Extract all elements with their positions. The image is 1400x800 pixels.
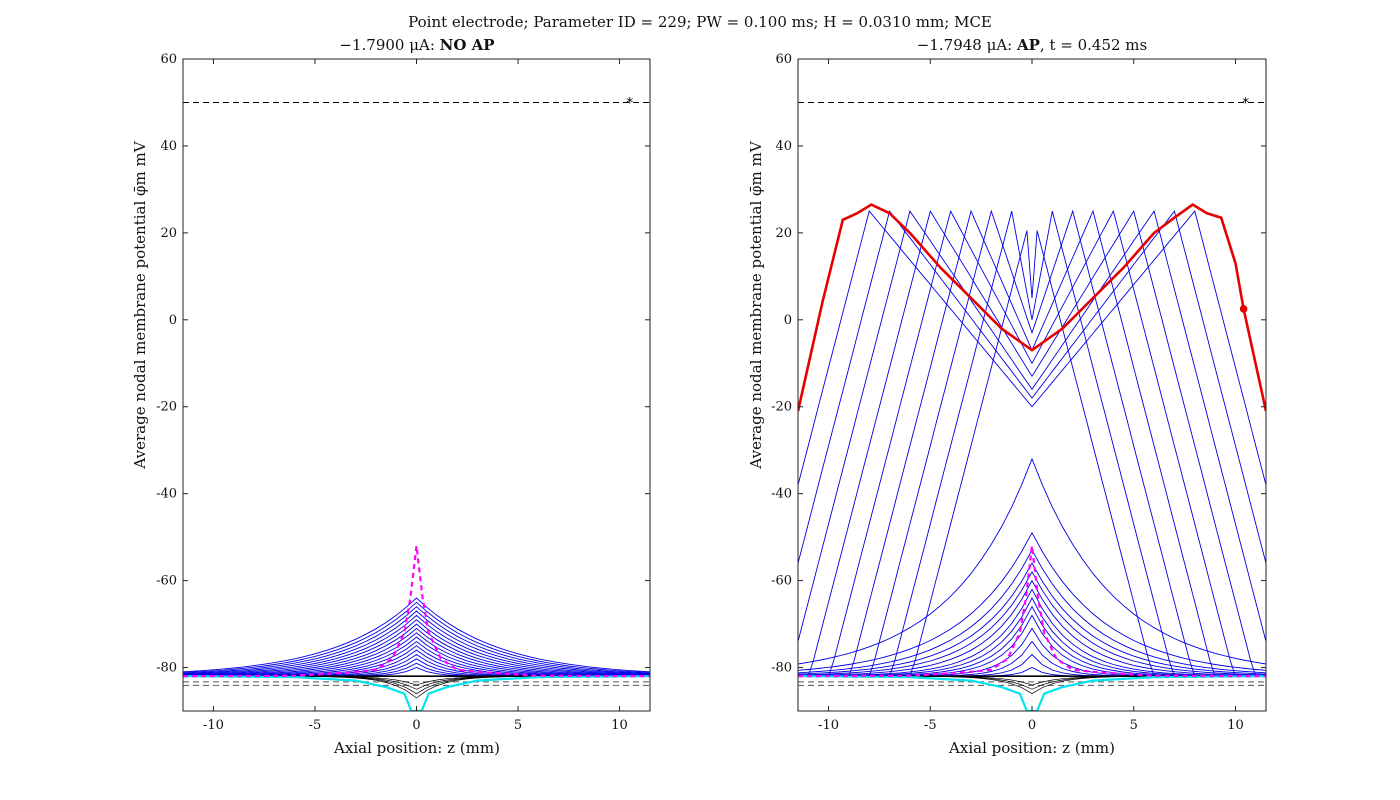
left-ytick-label: 0 <box>169 313 177 328</box>
right-red-marker <box>1239 305 1248 313</box>
left-blue-curve-3 <box>183 610 650 675</box>
right-blue-curve-5 <box>798 579 1266 677</box>
left-title-bold: NO AP <box>440 36 495 54</box>
left-series-group <box>183 102 650 711</box>
left-cyan-curve <box>183 675 650 711</box>
left-ytick-label: 60 <box>160 52 177 67</box>
left-ytick-label: 20 <box>160 226 177 241</box>
right-blue-curve-7 <box>798 597 1266 677</box>
left-ytick-label: -60 <box>156 574 177 589</box>
right-ap-front-8 <box>798 210 1266 486</box>
right-title-prefix: −1.7948 μA: <box>917 36 1017 54</box>
left-ylabel: Average nodal membrane potential φ̄m mV <box>131 140 149 469</box>
left-ytick-label: -40 <box>156 487 177 502</box>
left-blue-curve-1 <box>183 601 650 674</box>
left-title: −1.7900 μA: NO AP <box>339 36 494 54</box>
right-xtick-label: 0 <box>1028 718 1036 733</box>
left-axes-frame <box>182 58 651 712</box>
left-blue-curve-8 <box>183 632 650 677</box>
left-blue-curve-7 <box>183 627 650 677</box>
left-blue-curve-5 <box>183 619 650 676</box>
right-title: −1.7948 μA: AP, t = 0.452 ms <box>917 36 1147 54</box>
right-title-suffix: , t = 0.452 ms <box>1040 36 1147 54</box>
right-cyan-curve <box>798 675 1266 711</box>
right-ylabel: Average nodal membrane potential φ̄m mV <box>747 140 765 469</box>
right-blue-curve-1 <box>798 531 1266 671</box>
left-blue-curve-6 <box>183 623 650 676</box>
left-xlabel: Axial position: z (mm) <box>333 739 500 757</box>
right-red-curve <box>798 203 1266 412</box>
right-ap-front-4 <box>798 209 1266 677</box>
right-blue-curve-6 <box>798 588 1266 677</box>
right-ap-front-6 <box>798 210 1266 642</box>
left-magenta-curve <box>183 545 650 678</box>
left-dip-curve-3 <box>183 675 650 699</box>
right-blue-curve-3 <box>798 562 1266 675</box>
right-xtick-label: -5 <box>924 718 937 733</box>
right-blue-curve-4 <box>798 570 1266 676</box>
left-dip-curve-1 <box>183 675 650 690</box>
right-ap-front-0 <box>798 230 1266 677</box>
right-dip-curve-1 <box>798 675 1266 690</box>
left-ytick-label: -80 <box>156 661 177 676</box>
right-ytick-label: -20 <box>771 400 792 415</box>
left-blue-curve-0 <box>183 597 650 673</box>
right-xlabel: Axial position: z (mm) <box>948 739 1115 757</box>
left-ytick-label: 40 <box>160 139 177 154</box>
right-ytick-label: 0 <box>784 313 792 328</box>
left-axes: −1.7900 μA: NO AP * -10 -5 0 5 10 -80 -60 -40 -2… <box>131 36 651 757</box>
right-magenta-curve <box>798 545 1266 678</box>
right-axes-frame <box>797 58 1267 712</box>
right-ap-front-5 <box>798 209 1266 677</box>
right-xtick-label: -10 <box>818 718 839 733</box>
left-blue-curve-2 <box>183 606 650 674</box>
right-xtick-label: 10 <box>1227 718 1244 733</box>
left-xtick-label: -5 <box>309 718 322 733</box>
right-ytick-label: 20 <box>775 226 792 241</box>
left-xtick-label: 5 <box>514 718 522 733</box>
left-tick-labels: -10 -5 0 5 10 -80 -60 -40 -20 0 20 40 60 <box>156 52 628 733</box>
right-tick-labels: -10 -5 0 5 10 -80 -60 -40 -20 0 20 40 60 <box>771 52 1244 733</box>
left-xtick-label: 10 <box>611 718 628 733</box>
right-blue-curve-0 <box>798 457 1266 665</box>
right-series-group <box>798 102 1266 711</box>
left-plot-area: * <box>182 58 651 712</box>
right-axes: −1.7948 μA: AP, t = 0.452 ms * -10 -5 0 5 10… <box>747 36 1267 757</box>
right-threshold-marker: * <box>1242 95 1249 111</box>
right-title-bold: AP <box>1016 36 1040 54</box>
figure-suptitle: Point electrode; Parameter ID = 229; PW … <box>408 13 992 31</box>
left-ytick-label: -20 <box>156 400 177 415</box>
right-ytick-label: -80 <box>771 661 792 676</box>
right-ytick-label: -40 <box>771 487 792 502</box>
right-ap-front-7 <box>798 210 1266 564</box>
right-ytick-label: 60 <box>775 52 792 67</box>
right-ytick-label: 40 <box>775 139 792 154</box>
right-ap-front-2 <box>798 209 1266 677</box>
left-title-prefix: −1.7900 μA: <box>339 36 439 54</box>
left-threshold-marker: * <box>626 95 633 111</box>
left-xtick-label: -10 <box>203 718 224 733</box>
right-plot-area: * <box>797 58 1267 712</box>
left-blue-curve-4 <box>183 614 650 676</box>
left-xtick-label: 0 <box>412 718 420 733</box>
right-ytick-label: -60 <box>771 574 792 589</box>
right-xtick-label: 5 <box>1130 718 1138 733</box>
